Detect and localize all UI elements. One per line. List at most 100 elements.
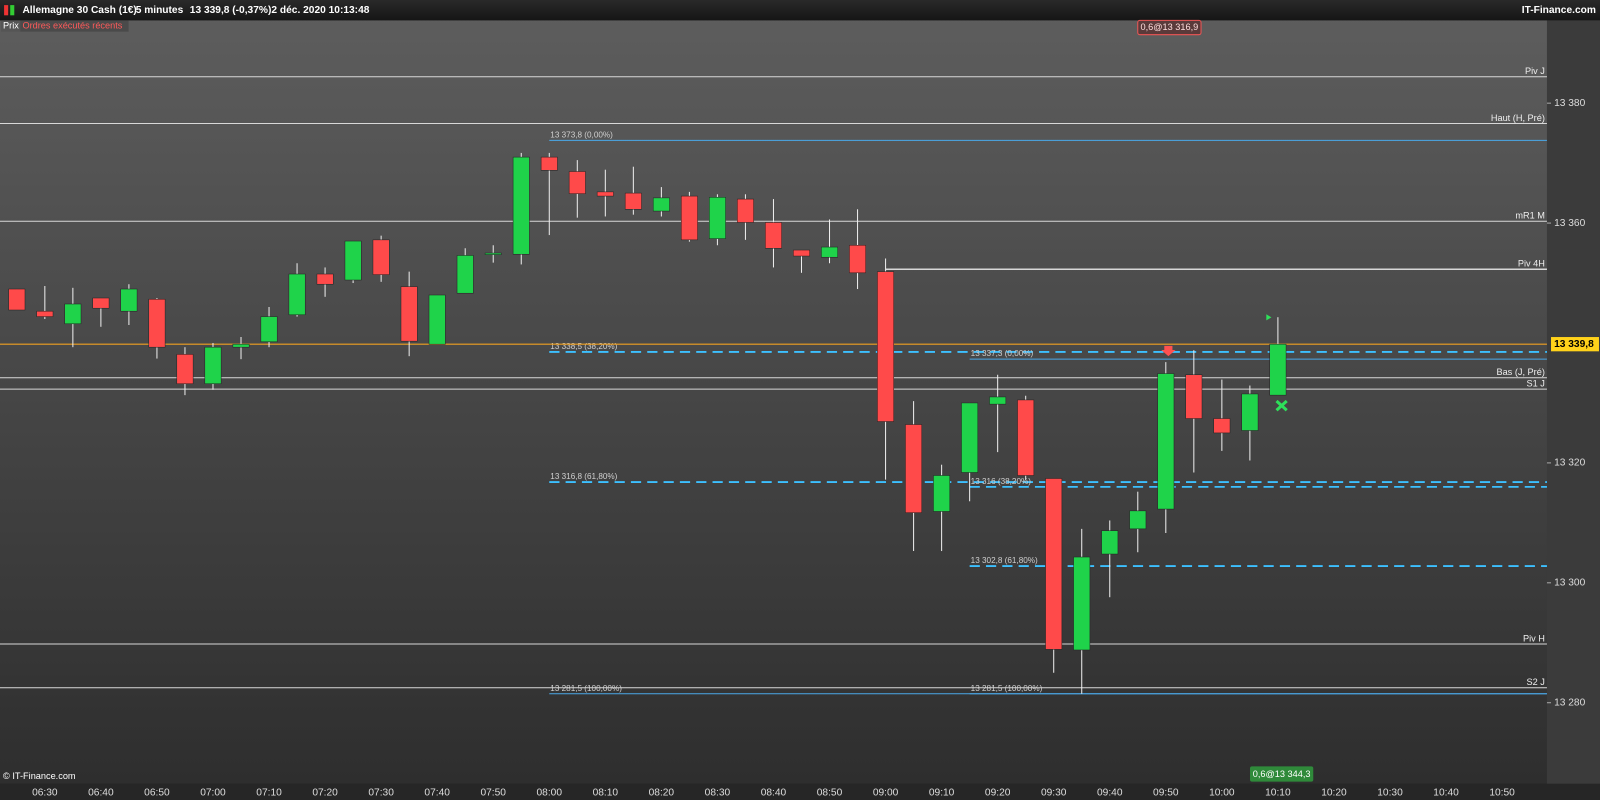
candle-body (1213, 418, 1231, 434)
candle-body (148, 298, 166, 348)
copyright: © IT-Finance.com (3, 771, 76, 781)
candle-body (428, 294, 446, 345)
level-label: Haut (H, Pré) (1491, 113, 1545, 123)
candle-body (1045, 478, 1063, 650)
candle-body (905, 424, 923, 513)
fib-label: 13 316,8 (61,80%) (550, 472, 617, 481)
x-tick-label: 09:00 (873, 788, 899, 799)
level-label: Piv J (1525, 66, 1545, 76)
candle-body (204, 346, 222, 385)
candle-body (512, 156, 530, 255)
candle-body (1185, 374, 1203, 419)
candle-body (1269, 343, 1287, 396)
candle-body (1017, 399, 1035, 476)
x-tick-label: 06:30 (32, 788, 58, 799)
order-label: 0,6@13 344,3 (1253, 769, 1311, 779)
x-tick-label: 07:20 (312, 788, 338, 799)
x-tick-label: 07:50 (480, 788, 506, 799)
datetime: 2 déc. 2020 10:13:48 (271, 5, 369, 16)
candle-body (372, 239, 390, 275)
candle-body (624, 192, 642, 210)
level-label: mR1 M (1515, 211, 1545, 221)
fib-label: 13 281,5 (100,00%) (550, 684, 622, 693)
fib-label: 13 316 (38,20%) (971, 477, 1032, 486)
candle-body (344, 240, 362, 281)
x-tick-label: 10:40 (1433, 788, 1459, 799)
x-tick-label: 09:10 (929, 788, 955, 799)
x-tick-label: 09:20 (985, 788, 1011, 799)
plot: 13 380 13 360 13 320 13 300 13 280 06:30 06:40… (0, 66, 1599, 799)
y-tick-label: 13 320 (1554, 458, 1585, 469)
x-tick-label: 09:40 (1097, 788, 1123, 799)
candle-body (652, 197, 670, 212)
y-tick-label: 13 380 (1554, 98, 1585, 109)
x-tick-label: 10:00 (1209, 788, 1235, 799)
candle-body (120, 288, 138, 312)
time-axis-background (0, 783, 1600, 800)
tab-orders[interactable]: Ordres exécutés récents (22, 20, 122, 30)
brand[interactable]: IT-Finance.com (1522, 5, 1596, 16)
candle-body (176, 354, 194, 385)
last-price-label: 13 339,8 (1554, 339, 1594, 350)
x-tick-label: 08:10 (593, 788, 619, 799)
candle-body (961, 402, 979, 473)
y-tick-label: 13 300 (1554, 578, 1585, 589)
level-label: Piv H (1523, 633, 1545, 643)
instrument: Allemagne 30 Cash (1€) (22, 5, 136, 16)
candle-body (92, 297, 110, 309)
sell-marker (1161, 345, 1176, 357)
candle-body (596, 191, 614, 197)
candle-body (456, 255, 474, 294)
candle-body (737, 198, 754, 223)
candle-body (765, 222, 782, 249)
last-price-tag (1551, 337, 1599, 352)
candle-body (680, 195, 698, 241)
level-label: S2 J (1527, 677, 1545, 687)
candle-body (1101, 530, 1119, 555)
icon (4, 5, 9, 16)
candle-body (1241, 393, 1259, 431)
candle-body (709, 197, 726, 239)
candle-body (260, 316, 278, 343)
price-axis-background (1546, 20, 1600, 800)
x-tick-label: 07:10 (256, 788, 282, 799)
candle-body (1157, 373, 1175, 510)
order-box (1137, 19, 1202, 36)
x-tick-label: 10:20 (1321, 788, 1347, 799)
candle-body (1129, 510, 1147, 530)
candle-body (821, 246, 838, 258)
candle-body (8, 288, 26, 311)
x-tick-label: 10:50 (1489, 788, 1515, 799)
x-tick-label: 07:00 (200, 788, 226, 799)
fib-label: 13 338,5 (38,20%) (550, 342, 617, 351)
fib-label: 13 337,3 (0,00%) (971, 349, 1034, 358)
x-tick-label: 07:30 (368, 788, 394, 799)
x-tick-label: 10:10 (1265, 788, 1291, 799)
candle-body (288, 273, 306, 316)
candle-body (400, 286, 418, 342)
period[interactable]: 5 minutes (136, 5, 184, 16)
candle-body (316, 273, 334, 285)
order-label: 0,6@13 316,9 (1141, 22, 1199, 32)
x-tick-label: 08:20 (649, 788, 675, 799)
tab[interactable] (1, 20, 21, 32)
order-box (1250, 766, 1314, 782)
close-marker (1275, 399, 1288, 412)
y-tick-label: 13 280 (1554, 697, 1585, 708)
candle-body (232, 343, 250, 348)
candle-body (933, 475, 951, 512)
x-tick-label: 09:50 (1153, 788, 1179, 799)
candle-body (64, 303, 82, 325)
candle-body (484, 252, 502, 255)
header-bar (0, 0, 1600, 21)
candle-body (36, 310, 54, 317)
candle-body (793, 249, 810, 257)
candle-body (877, 271, 894, 422)
tab-price[interactable]: Prix (3, 20, 19, 30)
level-label: Bas (J, Pré) (1496, 367, 1544, 377)
tab[interactable] (20, 20, 129, 32)
level-label: Piv 4H (1518, 259, 1545, 269)
icon (10, 5, 15, 16)
y-tick-label: 13 360 (1554, 218, 1585, 229)
